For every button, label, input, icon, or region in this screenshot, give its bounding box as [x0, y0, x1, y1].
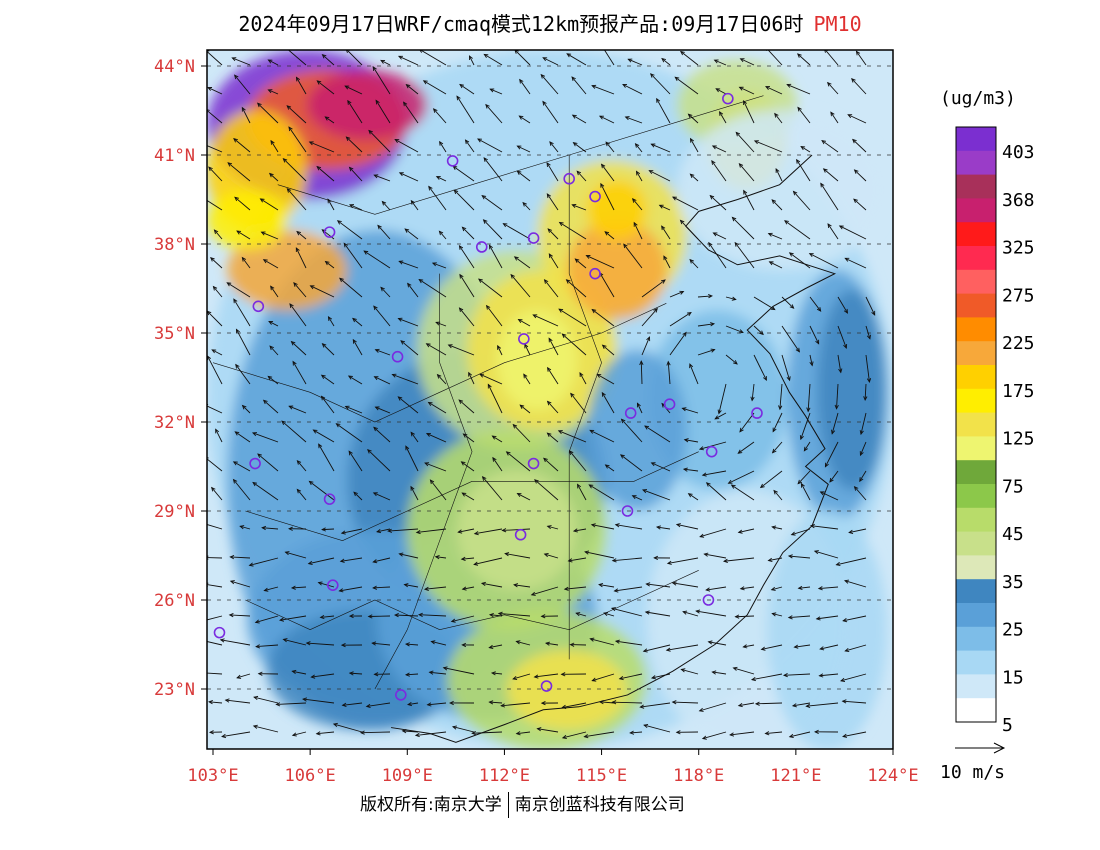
colorbar-label: 175 — [1002, 381, 1035, 402]
colorbar-swatch — [956, 365, 996, 390]
monitoring-site-marker — [589, 190, 601, 203]
monitoring-site-marker — [323, 226, 336, 238]
map-frame — [206, 49, 894, 750]
title-text: 2024年09月17日WRF/cmaq模式12km预报产品:09月17日06时 — [238, 12, 804, 36]
colorbar-swatch — [956, 341, 996, 366]
colorbar-swatch — [956, 269, 996, 295]
colorbar-label: 45 — [1002, 524, 1024, 545]
colorbar-swatch — [956, 698, 996, 723]
longitude-label: 118°E — [673, 766, 724, 786]
footer-separator — [507, 792, 509, 818]
longitude-label: 109°E — [382, 766, 433, 786]
colorbar: 403 368 325 275 225 175 125 75 45 35 25 15 5 — [955, 126, 1035, 736]
monitoring-site-marker — [446, 155, 459, 167]
latitude-label: 23°N — [154, 680, 195, 700]
colorbar-swatch — [956, 555, 996, 580]
monitoring-site-marker — [391, 350, 404, 363]
monitoring-site-marker — [751, 407, 763, 419]
colorbar-swatch — [956, 150, 996, 176]
monitoring-site-marker — [252, 300, 265, 313]
colorbar-swatch — [956, 222, 996, 247]
longitude-label: 124°E — [867, 766, 918, 786]
colorbar-label: 25 — [1002, 620, 1024, 641]
monitoring-site-marker — [624, 407, 637, 419]
latitude-label: 38°N — [154, 235, 195, 255]
monitoring-site-marker — [705, 445, 718, 458]
longitude-label: 121°E — [770, 766, 821, 786]
colorbar-swatch — [956, 626, 996, 652]
monitoring-site-marker — [213, 626, 226, 639]
colorbar-label: 368 — [1002, 190, 1035, 211]
colorbar-swatch — [956, 603, 996, 628]
longitude-label: 103°E — [187, 766, 238, 786]
colorbar-label: 15 — [1002, 667, 1024, 688]
colorbar-label: 5 — [1002, 715, 1013, 736]
colorbar-swatch — [956, 317, 996, 342]
monitoring-site-marker — [395, 689, 407, 701]
monitoring-site-marker — [663, 398, 676, 411]
monitoring-site-marker — [475, 241, 488, 253]
colorbar-label: 75 — [1002, 476, 1024, 497]
colorbar-swatch — [956, 460, 996, 485]
colorbar-swatch — [956, 674, 996, 699]
wind-reference-arrow — [955, 742, 1006, 754]
footer: 版权所有:南京大学 南京创蓝科技有限公司 — [360, 790, 685, 818]
colorbar-swatch — [956, 246, 996, 271]
latitude-label: 35°N — [154, 324, 195, 344]
colorbar-swatch — [956, 388, 996, 414]
monitoring-site-marker — [327, 579, 339, 591]
colorbar-label: 125 — [1002, 429, 1035, 450]
colorbar-swatch — [956, 436, 996, 461]
latitude-label: 41°N — [154, 146, 195, 166]
monitoring-site-marker — [563, 172, 575, 185]
colorbar-label: 275 — [1002, 285, 1035, 306]
latitude-label: 44°N — [154, 57, 195, 77]
colorbar-label: 403 — [1002, 142, 1035, 163]
longitude-label: 112°E — [479, 766, 530, 786]
colorbar-swatch — [956, 531, 996, 556]
colorbar-label: 35 — [1002, 572, 1024, 593]
monitoring-site-marker — [621, 505, 634, 517]
colorbar-swatch — [956, 484, 996, 509]
monitoring-site-marker — [249, 457, 261, 470]
latitude-label: 26°N — [154, 591, 195, 611]
colorbar-swatch — [956, 507, 996, 533]
copyright-text: 版权所有:南京大学 — [360, 795, 502, 815]
longitude-label: 106°E — [285, 766, 336, 786]
colorbar-swatch — [956, 293, 996, 318]
latitude-label: 29°N — [154, 502, 195, 522]
colorbar-label: 225 — [1002, 333, 1035, 354]
colorbar-label: 325 — [1002, 238, 1035, 259]
monitoring-site-marker — [702, 594, 715, 606]
colorbar-swatch — [956, 650, 996, 675]
wind-reference-label: 10 m/s — [940, 762, 1006, 783]
monitoring-site-marker — [323, 493, 336, 505]
latitude-label: 32°N — [154, 413, 195, 433]
monitoring-site-marker — [540, 680, 553, 692]
company-text: 南京创蓝科技有限公司 — [514, 795, 685, 815]
colorbar-unit: (ug/m3) — [940, 88, 1016, 109]
chart-title: 2024年09月17日WRF/cmaq模式12km预报产品:09月17日06时 P… — [0, 8, 1100, 37]
colorbar-swatch — [956, 198, 996, 223]
colorbar-swatch — [956, 127, 996, 152]
colorbar-swatch — [956, 412, 996, 437]
colorbar-swatch — [956, 174, 996, 199]
monitoring-site-marker — [589, 267, 601, 280]
pollutant-label: PM10 — [813, 12, 862, 36]
pm10-concentration-field — [207, 50, 893, 749]
colorbar-swatch — [956, 579, 996, 604]
monitoring-site-marker — [518, 333, 530, 345]
monitoring-site-marker — [527, 457, 540, 470]
monitoring-site-marker — [527, 232, 540, 244]
longitude-label: 115°E — [576, 766, 627, 786]
monitoring-site-marker — [722, 92, 734, 105]
monitoring-site-marker — [514, 528, 527, 541]
